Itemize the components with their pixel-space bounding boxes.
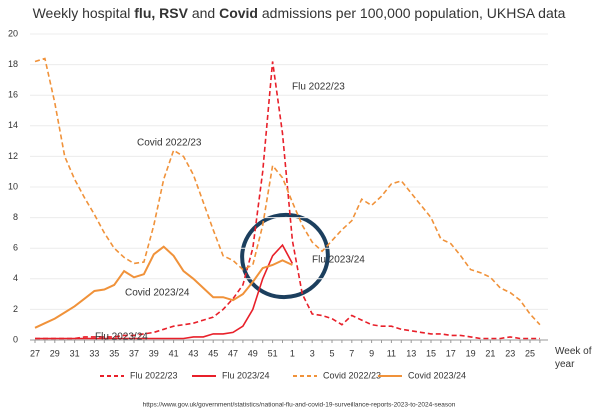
x-axis-label: Week of year: [555, 346, 592, 370]
x-tick-label: 3: [310, 348, 315, 358]
x-tick-label: 33: [89, 348, 99, 358]
x-tick-label: 35: [109, 348, 119, 358]
y-tick-label: 2: [13, 304, 18, 314]
x-tick-label: 5: [329, 348, 334, 358]
series-line: [34, 245, 293, 329]
legend-label: Flu 2022/23: [130, 370, 178, 380]
x-tick-label: 7: [349, 348, 354, 358]
annotation: Covid 2023/24: [125, 288, 190, 299]
x-tick-label: 47: [228, 348, 238, 358]
legend-label: Flu 2023/24: [222, 370, 270, 380]
title-part: admissions per 100,000 population, UKHSA…: [258, 5, 566, 21]
x-tick-label: 43: [188, 348, 198, 358]
x-tick-label: 23: [505, 348, 515, 358]
annotation: Flu 2022/23: [292, 82, 345, 93]
x-tick-label: 11: [387, 348, 396, 358]
y-tick-label: 14: [8, 120, 18, 130]
x-tick-label: 45: [208, 348, 218, 358]
x-tick-label: 1: [290, 348, 295, 358]
x-tick-label: 13: [406, 348, 416, 358]
annotation: Flu 2023/24: [312, 255, 365, 266]
x-tick-label: 49: [248, 348, 258, 358]
x-tick-label: 41: [169, 348, 179, 358]
y-tick-label: 0: [13, 334, 18, 344]
y-tick-label: 4: [13, 273, 18, 283]
x-tick-label: 25: [525, 348, 535, 358]
series-line: [35, 243, 294, 340]
annotation: Flu 2023/24: [95, 332, 148, 343]
title-part: RSV: [155, 5, 188, 21]
series-line: [35, 61, 540, 340]
title-part: flu,: [134, 5, 155, 21]
x-tick-label: 9: [369, 348, 374, 358]
legend-label: Covid 2022/23: [323, 370, 381, 380]
x-tick-label: 29: [50, 348, 60, 358]
y-tick-label: 8: [13, 212, 18, 222]
y-tick-label: 20: [8, 28, 18, 38]
y-tick-label: 12: [8, 151, 18, 161]
x-tick-label: 37: [129, 348, 139, 358]
y-tick-label: 18: [8, 59, 18, 69]
legend-label: Covid 2023/24: [408, 370, 466, 380]
title-part: Covid: [219, 5, 258, 21]
title-part: and: [188, 5, 219, 21]
y-tick-label: 10: [8, 181, 18, 191]
source: https://www.gov.uk/government/statistics…: [143, 402, 456, 409]
x-tick-label: 31: [70, 348, 80, 358]
x-tick-label: 27: [30, 348, 40, 358]
series-line: [34, 57, 541, 326]
annotation: Covid 2022/23: [137, 138, 202, 149]
hand-drawn-circle: [240, 212, 330, 300]
chart-title: Weekly hospital flu, RSV and Covid admis…: [33, 5, 566, 21]
title-part: Weekly hospital: [33, 5, 135, 21]
x-tick-label: 15: [426, 348, 436, 358]
x-tick-label: 21: [485, 348, 495, 358]
x-tick-label: 17: [446, 348, 456, 358]
x-tick-label: 19: [466, 348, 476, 358]
y-tick-label: 16: [8, 90, 18, 100]
x-tick-label: 51: [268, 348, 278, 358]
y-tick-label: 6: [13, 243, 18, 253]
x-tick-label: 39: [149, 348, 159, 358]
